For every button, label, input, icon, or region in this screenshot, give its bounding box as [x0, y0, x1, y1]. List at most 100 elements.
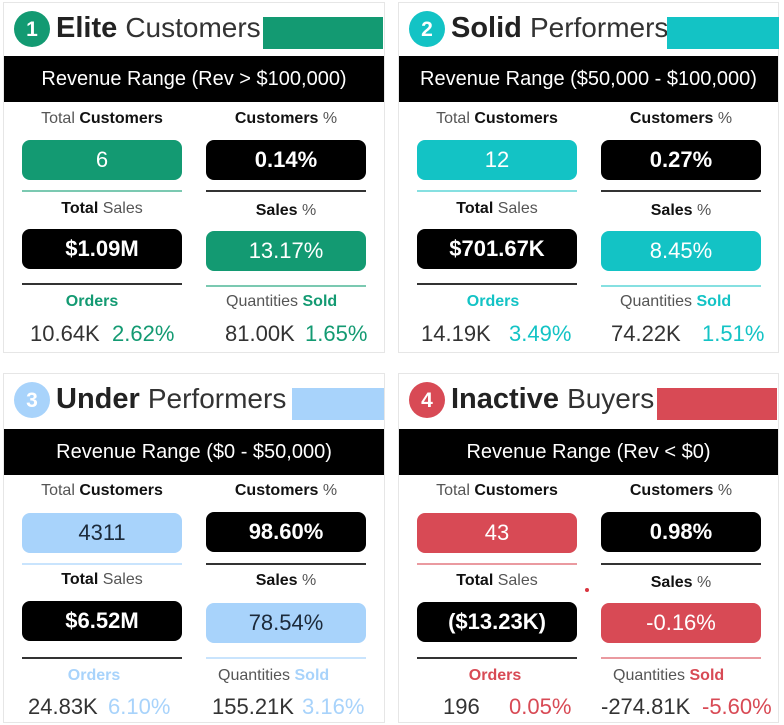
- label-customers: Customers: [234, 482, 319, 499]
- label-sold: Sold: [302, 293, 338, 310]
- label-total: Total: [456, 200, 494, 217]
- label-customers: Customers: [79, 482, 163, 499]
- label-total: Total: [436, 110, 470, 127]
- segment-title-light: Customers: [125, 12, 261, 43]
- customers-pct-label: Customers %: [601, 110, 761, 128]
- total-customers-label: Total Customers: [417, 482, 577, 500]
- label-pct: %: [697, 202, 712, 219]
- revenue-range-banner: Revenue Range (Rev > $100,000): [4, 56, 384, 102]
- label-customers: Customers: [629, 110, 714, 127]
- divider: [22, 190, 182, 192]
- label-sold: Sold: [689, 667, 725, 684]
- divider: [601, 657, 761, 659]
- quantities-sold-pct: 1.51%: [702, 321, 765, 346]
- revenue-range-banner: Revenue Range (Rev < $0): [399, 429, 778, 475]
- divider: [206, 563, 366, 565]
- quantities-sold-value: -274.81K: [601, 694, 691, 719]
- divider: [417, 190, 577, 192]
- quantities-sold-pct: -5.60%: [702, 694, 772, 719]
- orders-pct: 0.05%: [509, 694, 572, 719]
- revenue-range-banner: Revenue Range ($50,000 - $100,000): [399, 56, 778, 102]
- quantities-sold-label: Quantities Sold: [620, 293, 731, 311]
- label-sold: Sold: [294, 667, 330, 684]
- label-quantities: Quantities: [218, 667, 291, 684]
- orders-label: Orders: [67, 667, 121, 684]
- label-customers: Customers: [234, 110, 319, 127]
- sales-pct-value: 8.45%: [601, 231, 761, 271]
- divider: [601, 285, 761, 287]
- segment-color-swatch: [263, 17, 383, 49]
- label-pct: %: [302, 202, 317, 219]
- orders-value: 10.64K: [30, 321, 100, 346]
- divider: [601, 563, 761, 565]
- customers-pct-value: 0.14%: [206, 140, 366, 180]
- segment-number-badge: 1: [14, 11, 50, 47]
- divider: [417, 657, 577, 659]
- quantities-sold-value: 74.22K: [611, 321, 681, 346]
- orders-label: Orders: [65, 293, 119, 310]
- segment-number-badge: 3: [14, 382, 50, 418]
- sales-pct-label: Sales %: [206, 572, 366, 590]
- segment-title: Inactive Buyers: [451, 379, 654, 419]
- total-sales-label: Total Sales: [417, 572, 577, 590]
- divider: [417, 283, 577, 285]
- segment-header: 4 Inactive Buyers: [399, 374, 778, 424]
- sales-pct-label: Sales %: [601, 574, 761, 592]
- segment-title: Elite Customers: [56, 8, 261, 48]
- label-total: Total: [61, 200, 99, 217]
- divider: [22, 657, 182, 659]
- segment-color-swatch: [657, 388, 777, 420]
- divider: [601, 190, 761, 192]
- sales-pct-value: 13.17%: [206, 231, 366, 271]
- quantities-sold-label: Quantities Sold: [226, 293, 337, 311]
- total-customers-value: 6: [22, 140, 182, 180]
- label-quantities: Quantities: [226, 293, 299, 310]
- segment-title-light: Performers: [529, 12, 669, 43]
- label-customers: Customers: [474, 482, 558, 499]
- total-customers-value: 43: [417, 513, 577, 553]
- segment-title-bold: Under: [56, 383, 140, 415]
- segment-title: Solid Performers: [451, 8, 668, 48]
- total-sales-value: $701.67K: [417, 229, 577, 269]
- segment-card-elite: 1 Elite Customers Revenue Range (Rev > $…: [3, 2, 385, 353]
- label-sales: Sales: [102, 200, 143, 217]
- segment-card-inactive: 4 Inactive Buyers Revenue Range (Rev < $…: [398, 373, 779, 723]
- label-customers: Customers: [474, 110, 558, 127]
- orders-label: Orders: [468, 667, 522, 684]
- total-sales-label: Total Sales: [22, 571, 182, 589]
- divider: [22, 563, 182, 565]
- label-sales: Sales: [650, 574, 693, 591]
- segment-color-swatch: [292, 388, 384, 420]
- quantities-sold-label: Quantities Sold: [613, 667, 724, 685]
- segment-number-badge: 2: [409, 11, 445, 47]
- label-pct: %: [717, 482, 733, 499]
- label-customers: Customers: [79, 110, 163, 127]
- segment-number-badge: 4: [409, 382, 445, 418]
- label-sales: Sales: [102, 571, 143, 588]
- quantities-sold-pct: 1.65%: [305, 321, 368, 346]
- label-total: Total: [41, 482, 75, 499]
- total-customers-value: 12: [417, 140, 577, 180]
- segment-card-solid: 2 Solid Performers Revenue Range ($50,00…: [398, 2, 779, 353]
- divider: [206, 657, 366, 659]
- segment-card-under: 3 Under Performers Revenue Range ($0 - $…: [3, 373, 385, 723]
- sales-pct-value: -0.16%: [601, 603, 761, 643]
- customers-pct-value: 98.60%: [206, 512, 366, 552]
- total-sales-value: ($13.23K): [417, 602, 577, 642]
- label-sales: Sales: [497, 572, 538, 589]
- segment-header: 1 Elite Customers: [4, 3, 384, 53]
- segment-title-light: Performers: [147, 383, 287, 414]
- label-pct: %: [322, 482, 338, 499]
- segment-header: 3 Under Performers: [4, 374, 384, 424]
- orders-pct: 6.10%: [108, 694, 171, 719]
- label-pct: %: [697, 574, 712, 591]
- total-sales-label: Total Sales: [22, 200, 182, 218]
- label-pct: %: [322, 110, 338, 127]
- divider: [417, 563, 577, 565]
- label-pct: %: [302, 572, 317, 589]
- label-total: Total: [456, 572, 494, 589]
- quantities-sold-pct: 3.16%: [302, 694, 365, 719]
- total-sales-value: $1.09M: [22, 229, 182, 269]
- customers-pct-value: 0.27%: [601, 140, 761, 180]
- label-customers: Customers: [629, 482, 714, 499]
